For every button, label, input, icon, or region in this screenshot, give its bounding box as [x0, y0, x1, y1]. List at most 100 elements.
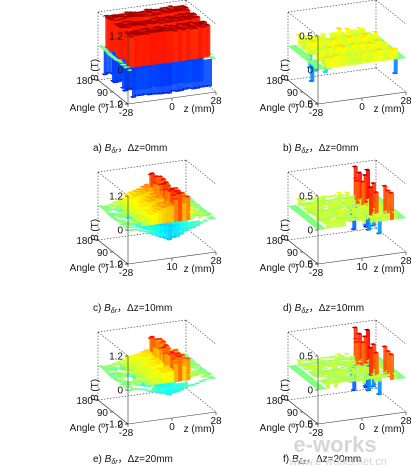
surface-wall — [354, 57, 358, 66]
surface-cell — [112, 208, 119, 211]
b-axis-label: B (T) — [90, 379, 101, 401]
surface-cell — [357, 42, 365, 45]
surface-wall — [378, 49, 382, 62]
surface-cell — [117, 221, 125, 224]
surface-cell — [307, 198, 315, 201]
surface-cell — [339, 194, 347, 197]
b-axis-label-unit: (T) — [90, 219, 101, 235]
surface-wall — [361, 182, 366, 209]
surface-wall — [182, 30, 187, 61]
surface-cell — [141, 388, 149, 391]
surface-cell — [110, 205, 118, 208]
surface-wall — [186, 28, 191, 61]
frame-edge — [287, 0, 377, 13]
frame-edge — [97, 159, 187, 173]
surface-cell — [379, 42, 387, 45]
b-tick-label: 0 — [117, 386, 123, 397]
surface-cell — [141, 230, 149, 233]
surface-wall — [158, 210, 163, 225]
b-axis-label-unit: (T) — [90, 379, 101, 395]
surface-wall — [186, 358, 191, 381]
caption-symbol: B — [295, 143, 302, 154]
surface-wall — [182, 202, 187, 221]
surface-wall — [150, 214, 155, 226]
b-axis-label-unit: (T) — [280, 379, 291, 395]
surface-cell — [192, 212, 199, 215]
angle-tick-label: 0 — [307, 260, 313, 271]
surface-wall — [146, 380, 151, 386]
surface-cell — [299, 36, 307, 40]
b-axis-label-unit: (T) — [280, 59, 291, 75]
b-axis-label: B (T) — [280, 379, 291, 401]
frame-edge — [375, 67, 407, 93]
b-tick-label: 1.2 — [109, 32, 123, 43]
surface-wall — [136, 68, 140, 97]
surface-wall — [170, 205, 175, 223]
surface-wall — [168, 224, 172, 241]
z-tick-label: 10 — [166, 262, 178, 273]
surface-cell — [123, 193, 130, 196]
surface-wall — [110, 19, 115, 53]
surface-wall — [148, 66, 152, 96]
surface-wall — [374, 215, 378, 223]
surface-wall — [374, 376, 378, 383]
b-axis-label-symbol: B — [90, 74, 101, 81]
surface-cell — [399, 56, 407, 59]
surface-wall — [160, 385, 164, 394]
angle-tick-label: 90 — [97, 248, 109, 259]
surface-wall — [154, 376, 159, 385]
surface-wall — [362, 378, 366, 384]
b-tick-label: 0 — [117, 226, 123, 237]
surface-wall — [330, 221, 334, 229]
surface-cell — [134, 218, 142, 222]
surface-wall — [176, 62, 180, 92]
surface-wall — [158, 31, 163, 65]
surface-cell — [124, 199, 131, 202]
surface-cell — [303, 40, 311, 44]
surface-cell — [363, 202, 370, 206]
caption-symbol: B — [105, 143, 112, 154]
surface-wall — [394, 48, 398, 60]
surface-cell — [298, 203, 306, 206]
surface-wall — [370, 217, 374, 223]
caption-suffix: ，Δz=10mm — [117, 303, 172, 314]
surface-cell — [335, 56, 343, 59]
z-axis-label: z (mm) — [184, 424, 215, 435]
frame-edge — [287, 319, 377, 333]
surface-wall — [382, 215, 386, 222]
angle-axis-label: Angle (º) — [260, 263, 299, 274]
caption-suffix: ，Δz=10mm — [309, 303, 364, 314]
surface-cell — [118, 200, 126, 203]
surface-wall — [338, 57, 342, 68]
b-axis-label: B (T) — [280, 59, 291, 81]
z-axis-label: z (mm) — [374, 264, 405, 275]
surface-cell — [194, 204, 202, 207]
surface-cell — [383, 44, 391, 47]
surface-wall — [142, 34, 147, 67]
b-tick-label: 1.2 — [109, 352, 123, 363]
z-axis-label: z (mm) — [184, 104, 215, 115]
surface-wall — [342, 57, 346, 67]
surface-cell — [168, 187, 176, 190]
z-axis-label: z (mm) — [374, 104, 405, 115]
surface-cell — [325, 46, 333, 49]
surface-cell — [155, 202, 162, 205]
frame-edge — [185, 387, 217, 413]
surface-cell — [365, 35, 373, 39]
surface-wall — [355, 181, 360, 208]
surface-wall — [154, 212, 159, 225]
surface-wall — [188, 61, 192, 89]
caption-symbol: B — [104, 303, 111, 314]
surface-cell — [359, 180, 366, 183]
surface-cell — [194, 206, 201, 209]
z-tick-label: 28 — [210, 96, 222, 107]
surface-cell — [343, 204, 350, 207]
surface-wall — [152, 386, 156, 393]
surface-cell — [371, 50, 379, 53]
surface-wall — [162, 372, 167, 384]
frame-edge — [97, 171, 129, 197]
surface-cell — [148, 212, 155, 216]
surface-cell — [110, 216, 118, 219]
